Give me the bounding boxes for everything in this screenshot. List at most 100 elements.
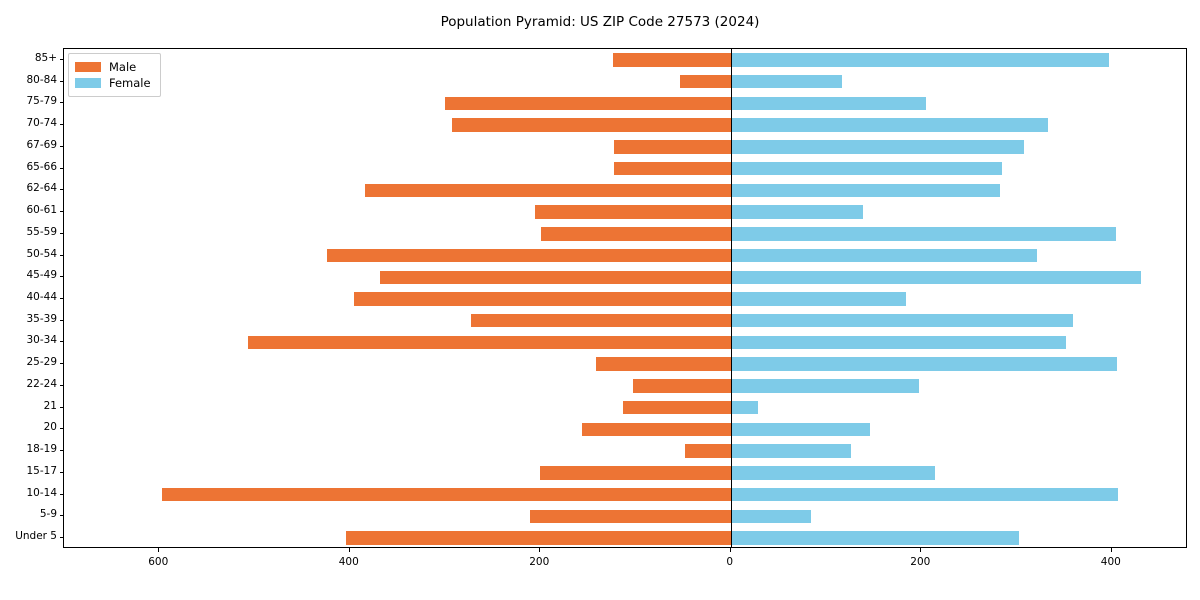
bar-male [613,140,731,154]
bar-male [162,487,731,502]
y-tick-mark [59,80,63,82]
bar-male [247,335,731,350]
y-tick-label: 21 [43,399,57,412]
y-tick-label: 60-61 [26,204,57,217]
y-tick-label: 25-29 [26,356,57,369]
bar-female [730,74,843,89]
bar-male [326,248,731,263]
chart-title: Population Pyramid: US ZIP Code 27573 (2… [440,14,760,30]
bar-male [613,161,731,176]
y-tick-mark [59,58,63,60]
y-tick-mark [59,167,63,169]
y-tick-label: 15-17 [26,464,57,477]
y-tick-label: 35-39 [26,312,57,325]
y-tick-label: 62-64 [26,182,57,195]
y-tick-mark [59,450,63,452]
bar-female [730,183,1001,198]
bar-female [730,444,851,458]
y-tick-label: 75-79 [26,95,57,108]
bar-row [64,118,1186,132]
y-tick-mark [59,341,63,343]
bar-female [730,314,1073,328]
x-tick-label: 200 [529,556,550,568]
x-tick-mark [539,548,541,552]
y-tick-label: 22-24 [26,377,57,390]
y-tick-label: 67-69 [26,138,57,151]
y-tick-mark [59,189,63,191]
y-tick-label: 85+ [34,51,57,64]
bar-male [623,400,731,415]
bar-male [445,96,731,111]
y-tick-mark [59,232,63,234]
bar-male [365,183,731,198]
y-tick-label: 5-9 [39,508,57,521]
bar-row [64,248,1186,263]
y-tick-label: 65-66 [26,160,57,173]
y-tick-mark [59,102,63,104]
bar-row [64,53,1186,67]
y-tick-mark [59,145,63,147]
x-tick-mark [729,548,731,552]
y-tick-mark [59,211,63,213]
bar-female [730,379,920,393]
bar-male [541,227,731,241]
bar-row [64,227,1186,241]
y-tick-mark [59,515,63,517]
bar-female [730,270,1142,284]
bar-male [680,74,731,89]
y-tick-mark [59,276,63,278]
bar-female [730,140,1025,154]
bar-row [64,531,1186,545]
chart-legend: Male Female [68,53,161,97]
bar-female [730,96,927,111]
y-tick-mark [59,298,63,299]
legend-entry-female: Female [75,75,151,91]
bar-female [730,422,870,437]
x-tick-mark [920,548,922,552]
x-tick-label: 400 [1100,556,1121,568]
y-tick-label: 55-59 [26,225,57,238]
bar-row [64,205,1186,219]
y-tick-label: 70-74 [26,117,57,130]
bar-female [730,357,1117,371]
bar-row [64,335,1186,350]
bar-male [632,379,731,393]
x-tick-mark [348,548,350,552]
bar-female [730,205,864,219]
bar-row [64,444,1186,458]
bar-female [730,118,1048,132]
legend-label: Female [109,76,151,90]
y-tick-mark [59,363,63,365]
bar-male [540,466,731,480]
bar-row [64,314,1186,328]
bar-female [730,161,1003,176]
bar-female [730,509,811,524]
y-tick-mark [59,319,63,321]
y-tick-label: 45-49 [26,269,57,282]
bar-male [685,444,731,458]
bar-male [534,205,731,219]
y-tick-mark [59,124,63,126]
bar-female [730,53,1109,67]
y-tick-mark [59,406,63,408]
bar-row [64,466,1186,480]
y-tick-label: 50-54 [26,247,57,260]
x-tick-label: 600 [148,556,169,568]
bar-female [730,292,907,306]
legend-swatch-female [75,78,101,88]
bar-female [730,335,1067,350]
y-tick-label: Under 5 [15,530,57,543]
plot-area [63,48,1187,548]
bar-row [64,270,1186,284]
y-tick-mark [59,428,63,430]
y-tick-label: 30-34 [26,334,57,347]
bar-female [730,487,1119,502]
y-tick-mark [59,493,63,495]
bars-layer [64,49,1186,547]
y-tick-mark [59,254,63,256]
bar-male [612,53,731,67]
x-tick-label: 400 [338,556,359,568]
bar-male [353,292,731,306]
y-tick-mark [59,471,63,473]
